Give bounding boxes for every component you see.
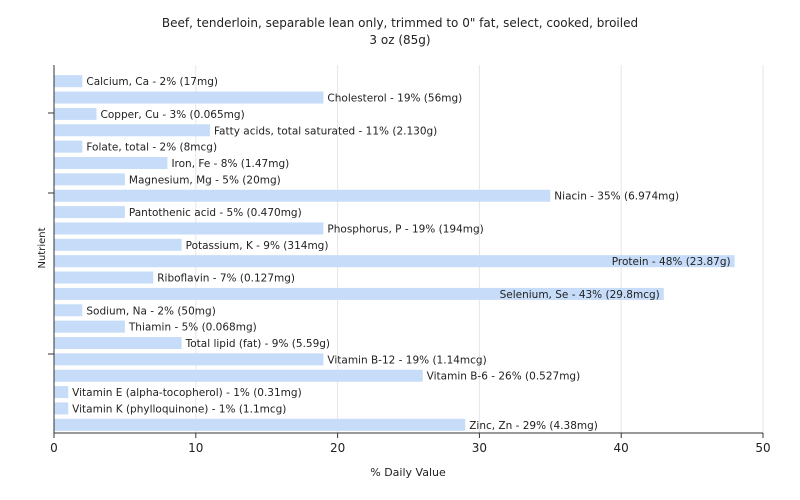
bar-label: Calcium, Ca - 2% (17mg) [86, 76, 218, 88]
bar [54, 353, 324, 366]
x-tick-label: 40 [614, 441, 629, 455]
bar [54, 255, 735, 268]
x-tick-label: 30 [472, 441, 487, 455]
bar-label: Vitamin B-6 - 26% (0.527mg) [427, 371, 581, 383]
bar [54, 304, 83, 317]
bar [54, 222, 324, 235]
x-tick-label: 50 [755, 441, 770, 455]
bar-label: Sodium, Na - 2% (50mg) [86, 305, 215, 317]
bar-label: Selenium, Se - 43% (29.8mcg) [500, 289, 660, 301]
bar [54, 287, 664, 300]
bar-label: Thiamin - 5% (0.068mg) [128, 322, 257, 334]
bar [54, 124, 210, 137]
bars-group: Calcium, Ca - 2% (17mg) Cholesterol - 19%… [54, 75, 735, 432]
bar [54, 140, 83, 153]
y-axis-label: Nutrient [37, 227, 48, 268]
bar [54, 206, 125, 219]
bar-label: Potassium, K - 9% (314mg) [186, 240, 329, 252]
x-tick-label: 10 [188, 441, 203, 455]
bar-label: Riboflavin - 7% (0.127mg) [157, 273, 295, 285]
bar-label: Iron, Fe - 8% (1.47mg) [171, 158, 289, 170]
bar-label: Protein - 48% (23.87g) [612, 256, 731, 268]
bar [54, 157, 168, 169]
bar [54, 238, 182, 251]
bar-label: Niacin - 35% (6.974mg) [554, 191, 679, 203]
axes-group: 0 10 20 30 40 50 [48, 65, 771, 455]
bar [54, 173, 125, 186]
bar-label: Magnesium, Mg - 5% (20mg) [129, 174, 281, 186]
bar [54, 369, 423, 382]
bar-label: Phosphorus, P - 19% (194mg) [327, 223, 483, 235]
bar [54, 189, 551, 202]
bar-label: Vitamin B-12 - 19% (1.14mcg) [327, 354, 486, 366]
x-tick-label: 20 [330, 441, 345, 455]
bar-label: Zinc, Zn - 29% (4.38mg) [469, 420, 598, 432]
bar [54, 320, 125, 333]
bar-label: Vitamin K (phylloquinone) - 1% (1.1mcg) [72, 403, 286, 415]
bar [54, 75, 83, 88]
bar-label: Pantothenic acid - 5% (0.470mg) [129, 207, 302, 219]
bar [54, 107, 97, 120]
x-axis-label: % Daily Value [370, 466, 446, 479]
bar-label: Cholesterol - 19% (56mg) [327, 93, 462, 105]
bar-label: Fatty acids, total saturated - 11% (2.13… [214, 125, 437, 137]
chart-subtitle: 3 oz (85g) [369, 33, 430, 47]
bar [54, 386, 69, 399]
chart-title: Beef, tenderloin, separable lean only, t… [162, 16, 638, 30]
bar [54, 337, 182, 349]
bar-label: Copper, Cu - 3% (0.065mg) [101, 109, 245, 121]
bar [54, 91, 324, 104]
bar-label: Folate, total - 2% (8mcg) [86, 142, 217, 154]
bar-label: Total lipid (fat) - 9% (5.59g) [185, 338, 330, 350]
bar-label: Vitamin E (alpha-tocopherol) - 1% (0.31m… [72, 387, 302, 399]
bar [54, 271, 154, 284]
bar [54, 402, 69, 415]
bar [54, 418, 466, 431]
x-tick-label: 0 [50, 441, 58, 455]
